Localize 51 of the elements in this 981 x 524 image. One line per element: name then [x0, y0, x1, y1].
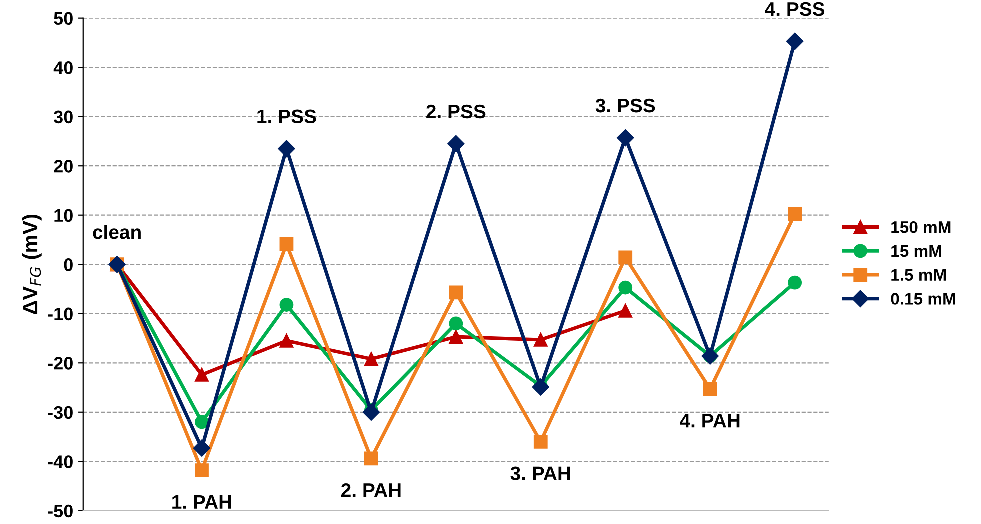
- point: [788, 207, 802, 222]
- point: [532, 378, 550, 396]
- y-tick-label: 40: [54, 62, 73, 74]
- point: [449, 286, 464, 300]
- point: [193, 440, 211, 457]
- point: [362, 404, 380, 421]
- point: [449, 330, 464, 344]
- y-tick-label: -40: [48, 456, 73, 468]
- text: 4. PSS: [765, 2, 825, 16]
- legend-label: 150 mM: [892, 221, 951, 234]
- point: [618, 304, 633, 318]
- annotation: 1. PAH: [172, 495, 232, 509]
- point: [448, 135, 465, 152]
- point: [788, 276, 802, 290]
- y-axis-title: ΔV$_{FG}$ (mV): [22, 214, 42, 315]
- y-tick-label: -20: [48, 357, 73, 370]
- annotation: 3. PSS: [596, 98, 656, 113]
- point: [195, 464, 209, 478]
- annotation: 2. PSS: [426, 104, 486, 119]
- point: [534, 434, 548, 449]
- point: [364, 352, 378, 366]
- point: [280, 334, 294, 348]
- point: [786, 32, 804, 50]
- y-tick-label: 50: [54, 12, 73, 26]
- point: [534, 333, 548, 347]
- point: [195, 415, 209, 430]
- point: [278, 140, 296, 158]
- y-tick-label: -50: [48, 504, 73, 518]
- point: [364, 452, 378, 466]
- legend-label: 1.5 mM: [892, 269, 946, 282]
- annotation: 1. PSS: [258, 110, 316, 124]
- y-tick-label: 20: [54, 160, 73, 173]
- point: [618, 280, 633, 295]
- point: [703, 382, 718, 396]
- annotation: 2. PAH: [342, 483, 401, 498]
- y-tick-label: -10: [48, 308, 73, 321]
- legend-label: 15 mM: [892, 246, 942, 258]
- annotation: 4. PAH: [680, 414, 740, 428]
- point: [195, 368, 209, 382]
- legend-label: 0.15 mM: [891, 293, 956, 305]
- annotation: 3. PAH: [510, 466, 570, 481]
- y-tick-label: 0: [64, 258, 73, 272]
- point: [618, 250, 633, 265]
- point: [617, 129, 634, 147]
- y-tick-label: 10: [54, 209, 73, 222]
- point: [280, 298, 294, 312]
- point: [280, 237, 294, 252]
- annotation: clean: [93, 225, 141, 240]
- y-tick-label: -30: [48, 406, 73, 420]
- y-tick-label: 30: [54, 110, 73, 124]
- point: [449, 316, 464, 331]
